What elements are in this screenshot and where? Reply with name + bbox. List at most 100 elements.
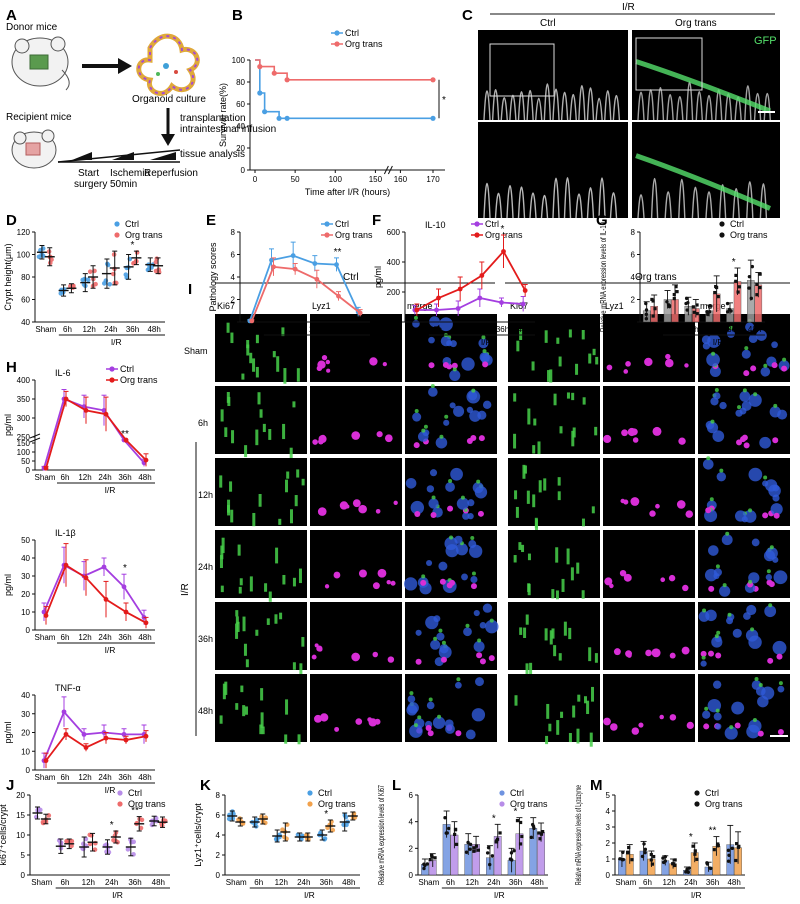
data-point-0	[36, 254, 42, 260]
legend-marker	[474, 221, 480, 227]
lyz-mark	[414, 510, 421, 517]
lyz-mark	[630, 497, 640, 506]
lyz-mark	[367, 717, 373, 722]
i-column-label-2: merge	[407, 301, 433, 311]
legend-label: Org trans	[730, 230, 768, 240]
lyz-mark	[372, 582, 380, 590]
ki67-mark	[235, 703, 239, 710]
ki67-mark	[525, 663, 529, 675]
y-tick-label: 15	[16, 811, 25, 820]
lyz-mark	[374, 718, 381, 725]
x-tick-label: 48h	[342, 878, 355, 887]
legend-marker	[694, 790, 700, 796]
nucleus-mark	[755, 686, 766, 696]
legend-marker	[324, 232, 330, 238]
y-tick-label: 2	[631, 296, 636, 305]
ki67-mark	[441, 640, 446, 645]
ki67-mark	[244, 445, 248, 458]
x-tick-label: Sham	[35, 325, 56, 334]
data-point-1	[40, 819, 46, 825]
ki67-mark	[523, 465, 527, 474]
series-point-1	[123, 437, 129, 443]
series-point-0	[121, 584, 127, 590]
villus-mark	[483, 182, 491, 219]
data-point-1	[280, 827, 285, 832]
sig-marker: *	[324, 809, 328, 820]
villus-mark	[705, 95, 713, 121]
sig-marker: *	[492, 813, 496, 824]
x-tick-label: 6h	[61, 633, 70, 642]
ki67-mark	[737, 405, 742, 410]
lyz-mark	[455, 730, 462, 737]
if-tile	[215, 458, 307, 526]
data-point	[667, 304, 672, 309]
i-column-label-1: Lyz1	[312, 301, 331, 311]
panel-letter-i: I	[188, 281, 192, 298]
ki67-mark	[589, 732, 593, 747]
ki67-mark	[769, 545, 774, 550]
ki67-mark	[246, 340, 250, 349]
ki67-mark	[452, 367, 457, 372]
lyz-mark	[376, 431, 383, 438]
y-tick-label: 100	[232, 56, 246, 65]
ki67-mark	[428, 697, 433, 702]
y-tick-label: 8	[231, 228, 236, 237]
y-tick-label: 0	[26, 766, 31, 775]
ki67-mark	[532, 494, 536, 508]
lyz-mark	[477, 510, 484, 517]
if-tile	[310, 314, 402, 382]
y-tick-label: 2	[231, 296, 236, 305]
lyz-mark	[743, 442, 750, 449]
x-tick-label: 36h	[727, 325, 740, 334]
legend-label: Org trans	[345, 39, 383, 49]
nucleus-mark	[721, 534, 733, 546]
data-point	[734, 273, 738, 278]
y-tick-label: 0	[26, 466, 31, 475]
data-point	[713, 290, 717, 295]
x-tick-label: 12h	[287, 325, 300, 334]
nucleus-mark	[439, 317, 453, 332]
ki67-mark	[448, 478, 453, 483]
x-tick-label: 12h	[685, 325, 698, 334]
lyz-mark	[613, 648, 621, 656]
ki67-mark	[555, 547, 559, 563]
lyz-mark	[606, 364, 613, 371]
ki67-mark	[413, 315, 418, 320]
nucleus-mark	[716, 471, 727, 482]
y-axis-label: pg/ml	[3, 574, 13, 596]
ki67-mark	[591, 686, 595, 702]
panel-letter-j: J	[6, 777, 14, 794]
villus-mark	[666, 94, 674, 121]
x-tick-label: 6h	[61, 878, 70, 887]
lyz-mark	[736, 439, 743, 446]
lyz-mark	[669, 714, 677, 721]
nucleus-mark	[482, 603, 493, 613]
ki67-mark	[421, 428, 426, 433]
ki67-mark	[527, 408, 531, 425]
ki67-mark	[222, 683, 226, 700]
x-tick-label: 6h	[63, 325, 72, 334]
donor-mice-label: Donor mice	[6, 22, 58, 33]
lyz-mark	[660, 577, 666, 583]
lyz-mark	[470, 583, 477, 590]
y-tick-label: 30	[21, 710, 30, 719]
data-point	[652, 854, 656, 859]
lyz-mark	[393, 500, 398, 505]
x-axis-label: I/R	[713, 337, 724, 347]
x-tick-label: 6h	[61, 473, 70, 482]
series-point-1	[103, 411, 109, 417]
ki67-mark	[249, 576, 253, 592]
series-point-0	[290, 253, 296, 259]
x-tick-label: 6h	[254, 878, 263, 887]
nucleus-mark	[715, 723, 722, 730]
legend-label: Org trans	[705, 799, 743, 809]
legend-marker	[334, 30, 340, 36]
legend-marker	[499, 801, 505, 807]
y-tick-label: 10	[21, 608, 30, 617]
nucleus-mark	[770, 503, 783, 516]
ki67-mark	[230, 332, 234, 344]
survival-point	[284, 115, 290, 121]
lyz-mark	[420, 579, 427, 586]
data-point-0	[125, 847, 131, 852]
chart-panel-h2: 0 10 20 30 40 50 pg/ml IL-1β Sham 6h 12h 24h 36h 48h I…	[3, 528, 155, 655]
